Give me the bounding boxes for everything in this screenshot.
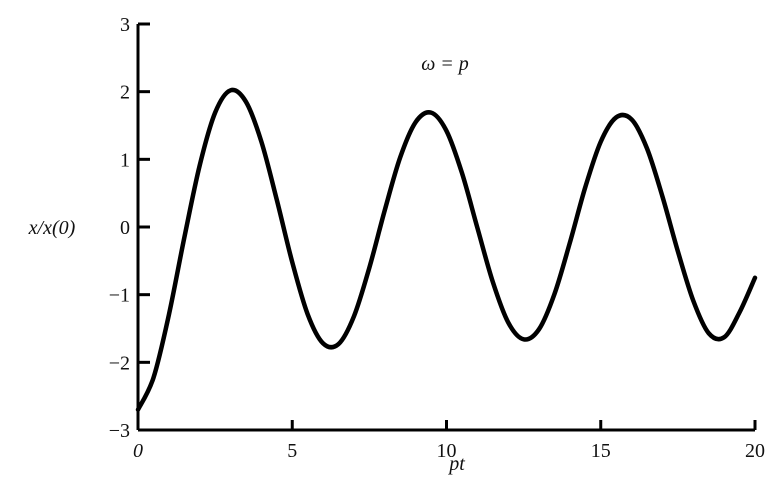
annotation-omega-equals-p: ω = p	[421, 53, 469, 75]
x-tick-label: 10	[437, 440, 457, 462]
x-tick-label: 0	[133, 440, 143, 462]
x-axis-label: pt	[447, 453, 465, 475]
y-tick-label: −2	[109, 352, 130, 374]
x-tick-label: 5	[287, 440, 297, 462]
y-tick-label: 0	[120, 217, 130, 239]
y-tick-label: 3	[120, 14, 130, 36]
axes	[136, 22, 757, 432]
y-axis-label: x/x(0)	[28, 217, 76, 239]
y-tick-label: 2	[120, 82, 130, 104]
y-tick-label: 1	[120, 149, 130, 171]
y-tick-label: −3	[109, 420, 130, 442]
series-line	[135, 87, 758, 412]
x-tick-label: 20	[745, 440, 765, 462]
y-tick-label: −1	[109, 285, 130, 307]
x-tick-label: 15	[591, 440, 611, 462]
